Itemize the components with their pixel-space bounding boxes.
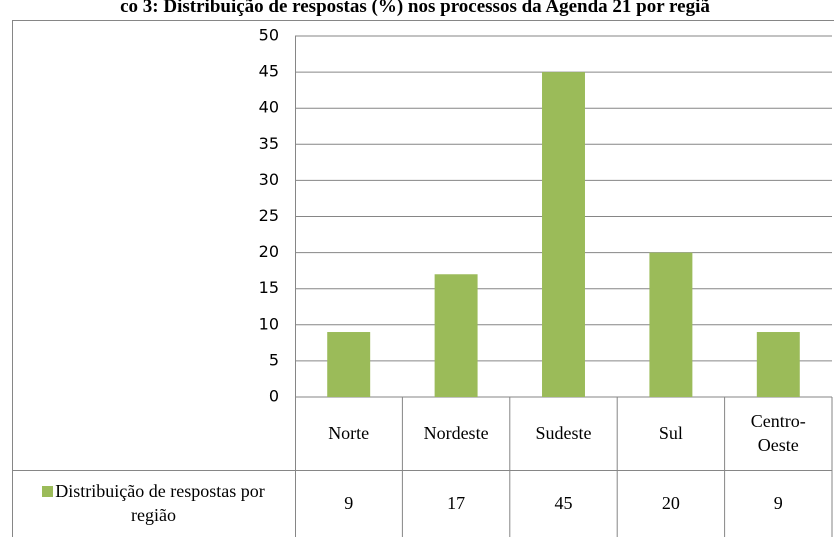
y-tick-label: 40 (259, 98, 279, 117)
y-tick-label: 15 (259, 278, 279, 297)
y-tick-label: 5 (269, 350, 279, 369)
category-label: Nordeste (402, 397, 509, 470)
legend-entry: Distribuição de respostas por região (12, 470, 295, 537)
category-label: Centro-Oeste (725, 397, 832, 470)
y-tick-label: 45 (259, 62, 279, 81)
bar (756, 332, 800, 397)
y-tick-label: 35 (259, 134, 279, 153)
legend-label: Distribuição de respostas por região (55, 481, 265, 525)
data-table-value: 45 (510, 470, 617, 537)
y-tick-label: 20 (259, 242, 279, 261)
data-table-value: 20 (617, 470, 724, 537)
category-label-text: Nordeste (423, 422, 489, 443)
legend-entry-text: Distribuição de respostas por região (29, 480, 279, 527)
bar (542, 72, 585, 397)
category-label-text: Sul (658, 422, 683, 443)
data-table-value-text: 45 (554, 492, 573, 513)
chart-border (12, 20, 834, 537)
data-table-value: 9 (725, 470, 832, 537)
data-table-value-text: 9 (773, 492, 783, 513)
y-tick-label: 30 (259, 170, 279, 189)
category-label-text: Sudeste (535, 422, 592, 443)
bar (327, 332, 371, 397)
legend-marker (42, 486, 54, 498)
chart-title: co 3: Distribuição de respostas (%) nos … (120, 0, 710, 17)
data-table-value-text: 20 (661, 492, 680, 513)
y-tick-label: 25 (259, 206, 279, 225)
category-label: Sul (617, 397, 724, 470)
data-table-value: 17 (402, 470, 509, 537)
category-label: Sudeste (510, 397, 617, 470)
category-label-text: Centro-Oeste (750, 411, 806, 455)
data-table-value-text: 9 (344, 492, 354, 513)
data-table-value: 9 (295, 470, 402, 537)
bar (649, 252, 693, 397)
y-tick-label: 10 (259, 314, 279, 333)
y-tick-label: 50 (259, 26, 279, 45)
bar (434, 274, 478, 397)
data-table-value-text: 17 (447, 492, 466, 513)
category-label-text: Norte (328, 422, 370, 443)
category-label: Norte (295, 397, 402, 470)
y-tick-label: 0 (269, 387, 279, 406)
